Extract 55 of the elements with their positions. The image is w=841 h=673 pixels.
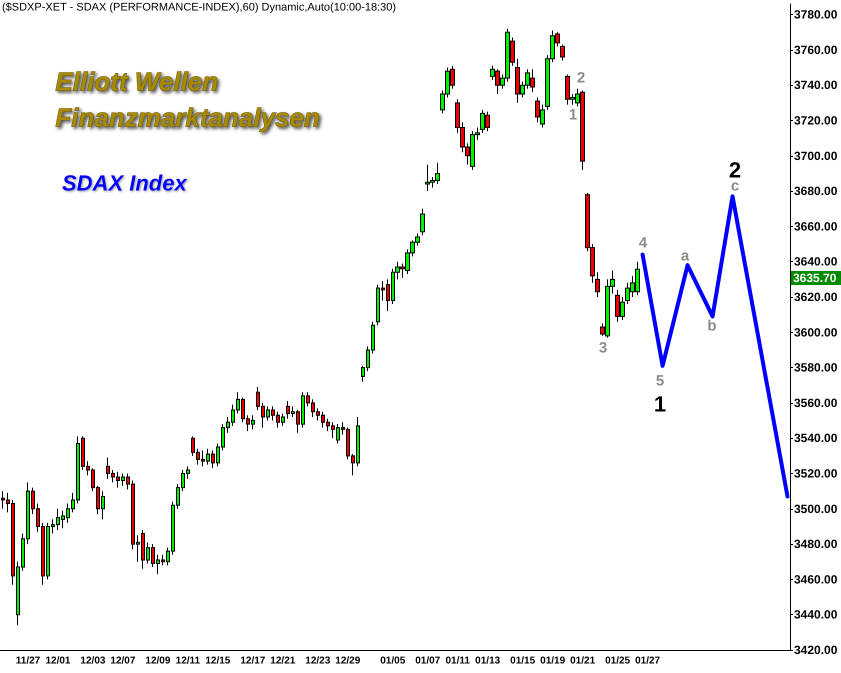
- x-tick-label: 12/09: [145, 656, 171, 666]
- x-tick-label: 12/17: [240, 656, 266, 666]
- y-tick-label: 3640.00: [794, 254, 838, 269]
- annotation: 5: [656, 372, 664, 390]
- x-tick-label: 01/25: [605, 656, 631, 666]
- x-tick-label: 12/01: [45, 656, 71, 666]
- x-tick-label: 01/15: [510, 656, 536, 666]
- y-tick-label: 3780.00: [794, 8, 838, 22]
- y-tick-label: 3600.00: [794, 325, 838, 340]
- y-tick-label: 3700.00: [794, 148, 838, 163]
- x-tick-label: 12/23: [305, 656, 331, 666]
- y-tick-label: 3420.00: [794, 643, 838, 657]
- y-tick-label: 3680.00: [794, 184, 838, 198]
- line-series: [640, 194, 790, 498]
- y-tick-label: 3440.00: [794, 608, 838, 622]
- x-tick-label: 01/27: [635, 656, 661, 666]
- y-tick-label: 3480.00: [794, 537, 838, 552]
- chart-title: ($SDXP-XET - SDAX (PERFORMANCE-INDEX),60) Dynamic,Auto(10:00-18:30): [2, 2, 396, 14]
- annotation: SDAX Index: [62, 170, 188, 196]
- y-tick-label: 3620.00: [794, 290, 838, 304]
- x-tick-label: 01/13: [475, 656, 501, 666]
- annotation: 1: [568, 106, 578, 124]
- y-tick-label: 3660.00: [794, 219, 838, 234]
- y-tick-label: 3560.00: [794, 396, 838, 410]
- x-tick-label: 12/21: [270, 656, 296, 666]
- y-tick-label: 3540.00: [794, 431, 838, 446]
- x-tick-label: 01/05: [380, 656, 406, 666]
- x-tick-label: 11/27: [16, 656, 41, 666]
- x-tick-label: 12/07: [110, 656, 136, 666]
- candlestick: [420, 208, 425, 236]
- x-tick-label: 01/21: [570, 656, 596, 666]
- annotation: a: [680, 248, 690, 264]
- text: 3635.70: [793, 271, 837, 285]
- x-tick-label: 12/11: [176, 656, 201, 666]
- candlestick: [595, 272, 600, 298]
- text: Elliott Wellen Finanzmarktanalysen: [55, 66, 320, 132]
- x-tick-label: 12/03: [80, 656, 106, 666]
- x-tick-label: 12/15: [205, 656, 231, 666]
- y-tick-label: 3580.00: [794, 360, 838, 375]
- x-tick-label: 01/07: [415, 656, 441, 666]
- candlestick: [560, 44, 565, 61]
- annotation: 3: [598, 340, 608, 356]
- y-tick-label: 3520.00: [794, 466, 838, 480]
- y-tick-label: 3500.00: [794, 502, 838, 516]
- y-tick-label: 3760.00: [794, 42, 838, 57]
- x-tick-label: 12/29: [335, 656, 361, 666]
- x-tick-label: 01/19: [540, 656, 566, 666]
- annotation: b: [707, 318, 717, 334]
- annotation: 4: [638, 234, 648, 252]
- annotation: 2: [576, 70, 586, 86]
- y-tick-label: 3460.00: [794, 572, 838, 586]
- annotation: 1: [654, 392, 666, 416]
- y-tick-label: 3720.00: [794, 113, 838, 128]
- x-tick-label: 01/11: [445, 656, 470, 666]
- y-tick-label: 3740.00: [794, 78, 838, 92]
